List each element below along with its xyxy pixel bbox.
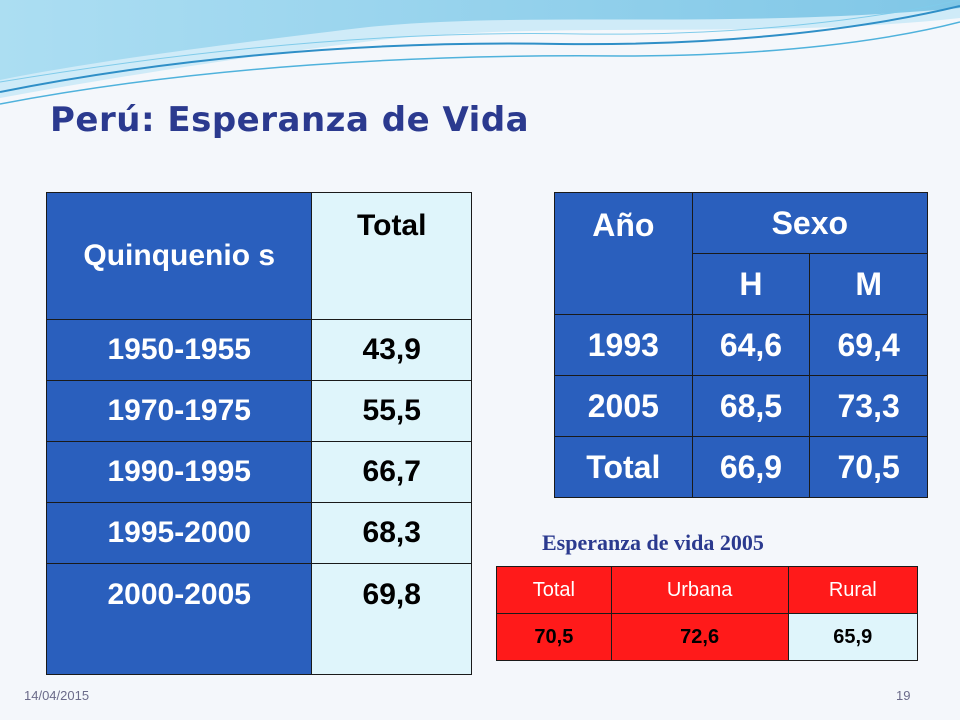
total-cell: 66,7 bbox=[311, 441, 472, 503]
column-header-total: Total bbox=[496, 566, 612, 614]
column-header-rural: Rural bbox=[787, 566, 918, 614]
column-header-period: Quinquenio s bbox=[45, 192, 313, 320]
life-expectancy-2005-table: Total Urbana Rural 70,5 72,6 65,9 bbox=[496, 566, 918, 661]
female-cell: 73,3 bbox=[809, 375, 928, 437]
female-cell: 70,5 bbox=[809, 436, 928, 498]
period-cell: 1970-1975 bbox=[45, 380, 313, 442]
year-cell: 1993 bbox=[554, 314, 693, 376]
female-cell: 69,4 bbox=[809, 314, 928, 376]
male-cell: 66,9 bbox=[691, 436, 811, 498]
table-header-row: Año Sexo bbox=[554, 192, 929, 315]
column-header-male: H bbox=[691, 253, 811, 315]
page-title: Perú: Esperanza de Vida bbox=[50, 100, 530, 140]
table-row: 1993 64,6 69,4 bbox=[554, 314, 928, 376]
column-header-total: Total bbox=[311, 192, 472, 320]
table-row: 1970-1975 55,5 bbox=[45, 380, 472, 442]
footer-date: 14/04/2015 bbox=[24, 688, 90, 703]
rural-value-cell: 65,9 bbox=[787, 613, 918, 661]
period-cell: 1990-1995 bbox=[45, 441, 313, 503]
column-header-urban: Urbana bbox=[610, 566, 789, 614]
urban-value-cell: 72,6 bbox=[610, 613, 789, 661]
period-cell: 1995-2000 bbox=[45, 502, 313, 564]
life-expectancy-by-period-table: Quinquenio s Total 1950-1955 43,9 1970-1… bbox=[45, 192, 472, 675]
table-row: 1990-1995 66,7 bbox=[45, 441, 472, 503]
table-subheader-row: H M bbox=[555, 253, 928, 315]
column-header-year: Año bbox=[554, 192, 693, 315]
total-cell: 55,5 bbox=[311, 380, 472, 442]
total-value-cell: 70,5 bbox=[496, 613, 612, 661]
page-number: 19 bbox=[896, 688, 911, 703]
table-header-row: Total Urbana Rural bbox=[496, 566, 918, 614]
life-expectancy-by-sex-table: Año Sexo H M 1993 64,6 69,4 2005 68,5 73… bbox=[554, 192, 929, 498]
table-row: 70,5 72,6 65,9 bbox=[496, 613, 918, 661]
column-header-sex: Sexo bbox=[691, 192, 929, 254]
year-cell: Total bbox=[554, 436, 693, 498]
bottom-table-caption: Esperanza de vida 2005 bbox=[542, 530, 764, 555]
table-row: 1995-2000 68,3 bbox=[45, 502, 472, 564]
column-header-female: M bbox=[809, 253, 928, 315]
year-cell: 2005 bbox=[554, 375, 693, 437]
total-cell: 68,3 bbox=[311, 502, 472, 564]
table-header-row: Quinquenio s Total bbox=[45, 192, 472, 320]
table-row: 2000-2005 69,8 bbox=[45, 563, 472, 675]
male-cell: 68,5 bbox=[691, 375, 811, 437]
table-row: 1950-1955 43,9 bbox=[45, 319, 472, 381]
total-cell: 69,8 bbox=[311, 563, 472, 675]
table-row: Total 66,9 70,5 bbox=[554, 436, 928, 498]
total-cell: 43,9 bbox=[311, 319, 472, 381]
header-wave-decoration bbox=[0, 0, 960, 105]
male-cell: 64,6 bbox=[691, 314, 811, 376]
table-row: 2005 68,5 73,3 bbox=[554, 375, 928, 437]
period-cell: 1950-1955 bbox=[45, 319, 313, 381]
period-cell: 2000-2005 bbox=[45, 563, 313, 675]
